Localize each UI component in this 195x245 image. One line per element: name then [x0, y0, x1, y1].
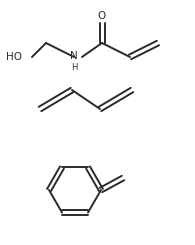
Text: N: N — [70, 51, 78, 61]
Text: O: O — [98, 11, 106, 21]
Text: HO: HO — [6, 52, 22, 62]
Text: H: H — [71, 63, 77, 72]
